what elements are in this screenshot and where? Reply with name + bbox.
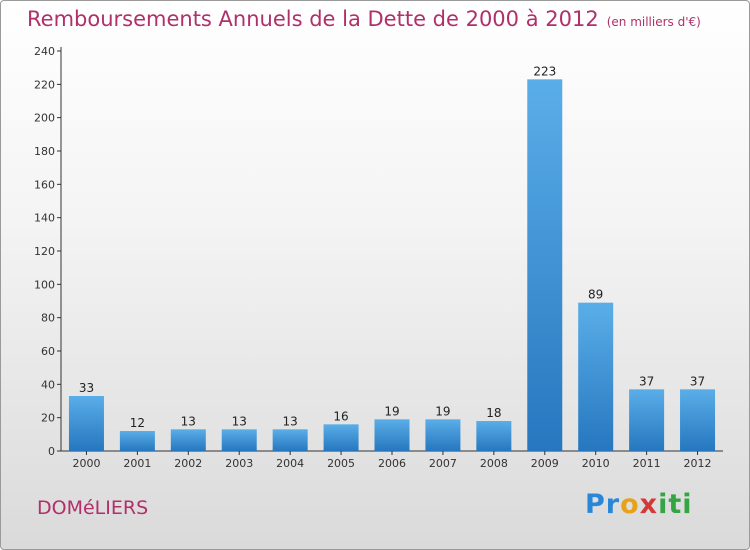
x-tick-label: 2011: [633, 457, 661, 470]
bar: [527, 79, 563, 451]
y-tick-label: 40: [41, 378, 55, 391]
chart-title: Remboursements Annuels de la Dette de 20…: [27, 7, 701, 31]
bar-value-label: 223: [533, 64, 556, 78]
y-tick-label: 20: [41, 412, 55, 425]
title-text: Remboursements Annuels de la Dette de 20…: [27, 7, 599, 31]
bar: [170, 429, 206, 451]
y-tick-label: 100: [34, 278, 55, 291]
bar: [680, 389, 716, 451]
logo-part-2: o: [620, 489, 640, 520]
x-tick-label: 2000: [72, 457, 100, 470]
y-tick-label: 80: [41, 312, 55, 325]
bar-value-label: 13: [232, 414, 247, 428]
y-tick-label: 240: [34, 45, 55, 58]
x-tick-label: 2006: [378, 457, 406, 470]
bar-value-label: 89: [588, 288, 603, 302]
x-tick-label: 2004: [276, 457, 304, 470]
y-tick-label: 60: [41, 345, 55, 358]
x-tick-label: 2005: [327, 457, 355, 470]
y-tick-label: 180: [34, 145, 55, 158]
bar-value-label: 19: [435, 404, 450, 418]
bar: [323, 424, 359, 451]
logo-part-3: x: [639, 489, 659, 520]
y-tick-label: 0: [48, 445, 55, 458]
bar: [425, 419, 461, 451]
bar: [476, 421, 512, 451]
bar: [68, 396, 104, 451]
bar: [374, 419, 410, 451]
x-tick-label: 2003: [225, 457, 253, 470]
x-tick-label: 2012: [684, 457, 712, 470]
bar: [272, 429, 308, 451]
bar-value-label: 12: [130, 416, 145, 430]
logo-part-1: Pr: [585, 489, 621, 520]
title-unit: (en milliers d'€): [606, 15, 701, 29]
y-tick-label: 160: [34, 178, 55, 191]
bar-value-label: 16: [333, 409, 348, 423]
bar-value-label: 33: [79, 381, 94, 395]
x-tick-label: 2007: [429, 457, 457, 470]
x-tick-label: 2010: [582, 457, 610, 470]
bar: [119, 431, 155, 451]
logo-part-4: iti: [658, 489, 693, 520]
bar: [629, 389, 665, 451]
y-tick-label: 200: [34, 112, 55, 125]
proxiti-logo: Proxiti: [585, 489, 693, 520]
y-tick-label: 120: [34, 245, 55, 258]
x-tick-label: 2002: [174, 457, 202, 470]
bar-value-label: 13: [181, 414, 196, 428]
x-tick-label: 2009: [531, 457, 559, 470]
y-tick-label: 140: [34, 212, 55, 225]
bar: [578, 302, 614, 451]
x-tick-label: 2008: [480, 457, 508, 470]
commune-name: DOMéLIERS: [37, 497, 149, 519]
bar-value-label: 19: [384, 404, 399, 418]
bar-value-label: 13: [283, 414, 298, 428]
y-tick-label: 220: [34, 78, 55, 91]
bar-value-label: 37: [690, 374, 705, 388]
bar-value-label: 37: [639, 374, 654, 388]
x-tick-label: 2001: [123, 457, 151, 470]
bar: [221, 429, 257, 451]
bar-value-label: 18: [486, 406, 501, 420]
